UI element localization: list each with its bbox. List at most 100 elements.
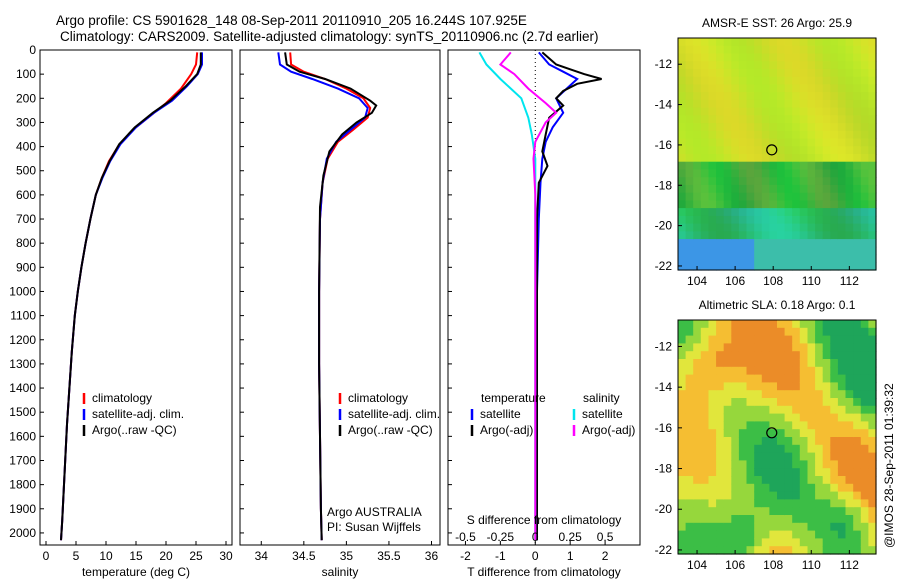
salinity-profile-series-2: [284, 52, 378, 541]
sst-map-cell: [830, 215, 839, 225]
sla-map-cell: [845, 507, 854, 516]
temperature-legend-label-0: climatology: [92, 391, 152, 405]
sst-map-cell: [837, 208, 847, 217]
sla-map-cell: [799, 398, 808, 407]
sla-map-cell: [868, 374, 877, 383]
sst-map-cell: [708, 38, 717, 47]
sla-map-cell: [784, 491, 793, 500]
sst-map-cell: [845, 215, 854, 225]
sla-map-cell: [693, 421, 702, 430]
sst-map-cell: [822, 200, 831, 209]
sst-map-cell: [792, 239, 801, 248]
sla-map-cell: [777, 429, 786, 438]
sla-map-cell: [716, 398, 725, 407]
sst-map-cell: [792, 115, 801, 124]
sst-map-cell: [708, 154, 717, 163]
sla-map-cell: [845, 491, 854, 500]
sst-map-cell: [700, 239, 709, 248]
sst-map-cell: [746, 246, 755, 256]
sst-map-cell: [700, 215, 709, 225]
sla-map-cell: [769, 405, 778, 415]
sst-map-cell: [807, 115, 816, 124]
sst-map-cell: [716, 107, 725, 116]
sst-map-cell: [731, 84, 740, 93]
sst-map-cell: [822, 38, 831, 47]
sst-map-cell: [845, 208, 854, 217]
sla-map-cell: [792, 468, 801, 477]
sla-map-cell: [860, 398, 869, 407]
sst-map-cell: [830, 161, 839, 170]
sst-map-x-tick-label-3: 110: [802, 274, 821, 288]
sla-map-cell: [837, 405, 847, 415]
sst-map-cell: [853, 146, 862, 155]
sla-map-cell: [708, 476, 717, 485]
sst-map-cell: [837, 223, 847, 232]
sla-map-cell: [868, 421, 877, 430]
sla-map-cell: [853, 343, 862, 352]
sst-map-cell: [777, 246, 786, 256]
sst-map-cell: [685, 61, 694, 70]
sla-map-cell: [860, 359, 869, 368]
sst-map-cell: [860, 239, 869, 248]
sst-map-cell: [868, 107, 877, 116]
sla-map-cell: [837, 507, 847, 516]
sla-map-cell: [822, 405, 831, 415]
sst-map-cell: [746, 115, 755, 124]
sst-map-cell: [815, 76, 824, 85]
sst-map-y-tick-label-1: -14: [655, 98, 673, 112]
sla-map-x-tick-label-3: 110: [802, 558, 821, 572]
sst-map-cell: [822, 130, 831, 140]
sst-map-cell: [807, 76, 816, 85]
sla-map-cell: [777, 343, 786, 352]
sst-map-cell: [738, 184, 748, 194]
sla-map-cell: [678, 327, 687, 337]
depth-tick-label-1: 100: [16, 67, 36, 81]
sst-map-cell: [845, 84, 854, 93]
sst-map-cell: [784, 231, 793, 240]
sst-map-cell: [761, 169, 770, 178]
sla-map-cell: [777, 351, 786, 360]
sst-map-cell: [792, 208, 801, 217]
sst-map-cell: [792, 38, 801, 47]
sst-map-cell: [700, 154, 709, 163]
sla-map-cell: [685, 483, 694, 493]
sla-map-cell: [807, 468, 816, 477]
sst-map-cell: [761, 68, 770, 78]
sst-map-cell: [678, 254, 687, 263]
sst-map-cell: [799, 45, 808, 54]
sla-map-cell: [830, 452, 839, 461]
sst-map-cell: [830, 138, 839, 147]
sla-map-cell: [837, 444, 847, 454]
sla-map-cell: [716, 390, 725, 399]
sla-map-cell: [754, 515, 763, 524]
sla-map-y-tick-label-0: -12: [655, 339, 673, 353]
sla-map-cell: [807, 343, 816, 352]
sla-map-cell: [700, 530, 709, 539]
temperature-x-tick-label-2: 10: [99, 549, 113, 563]
sla-map-cell: [830, 507, 839, 516]
sla-map-cell: [853, 522, 862, 532]
sst-map-cell: [738, 246, 748, 256]
sst-map-cell: [792, 254, 801, 263]
sla-map-cell: [700, 390, 709, 399]
sla-map-cell: [815, 530, 824, 539]
sla-map-cell: [815, 359, 824, 368]
sst-map-cell: [792, 76, 801, 85]
sst-map-cell: [693, 107, 702, 116]
depth-tick-label-16: 1600: [9, 429, 36, 443]
sla-map-cell: [769, 382, 778, 391]
sla-map-cell: [837, 374, 847, 383]
sst-map-cell: [700, 53, 709, 62]
sla-map-cell: [754, 530, 763, 539]
sla-map-cell: [837, 351, 847, 360]
sst-map-cell: [792, 138, 801, 147]
sla-map-cell: [853, 499, 862, 508]
sla-map-cell: [868, 437, 877, 446]
sst-map-cell: [815, 92, 824, 101]
sla-map-cell: [860, 437, 869, 446]
sst-map-cell: [830, 45, 839, 54]
sst-map-cell: [685, 200, 694, 209]
sst-map-cell: [693, 76, 702, 85]
sst-map-cell: [868, 146, 877, 155]
sst-map-cell: [700, 254, 709, 263]
